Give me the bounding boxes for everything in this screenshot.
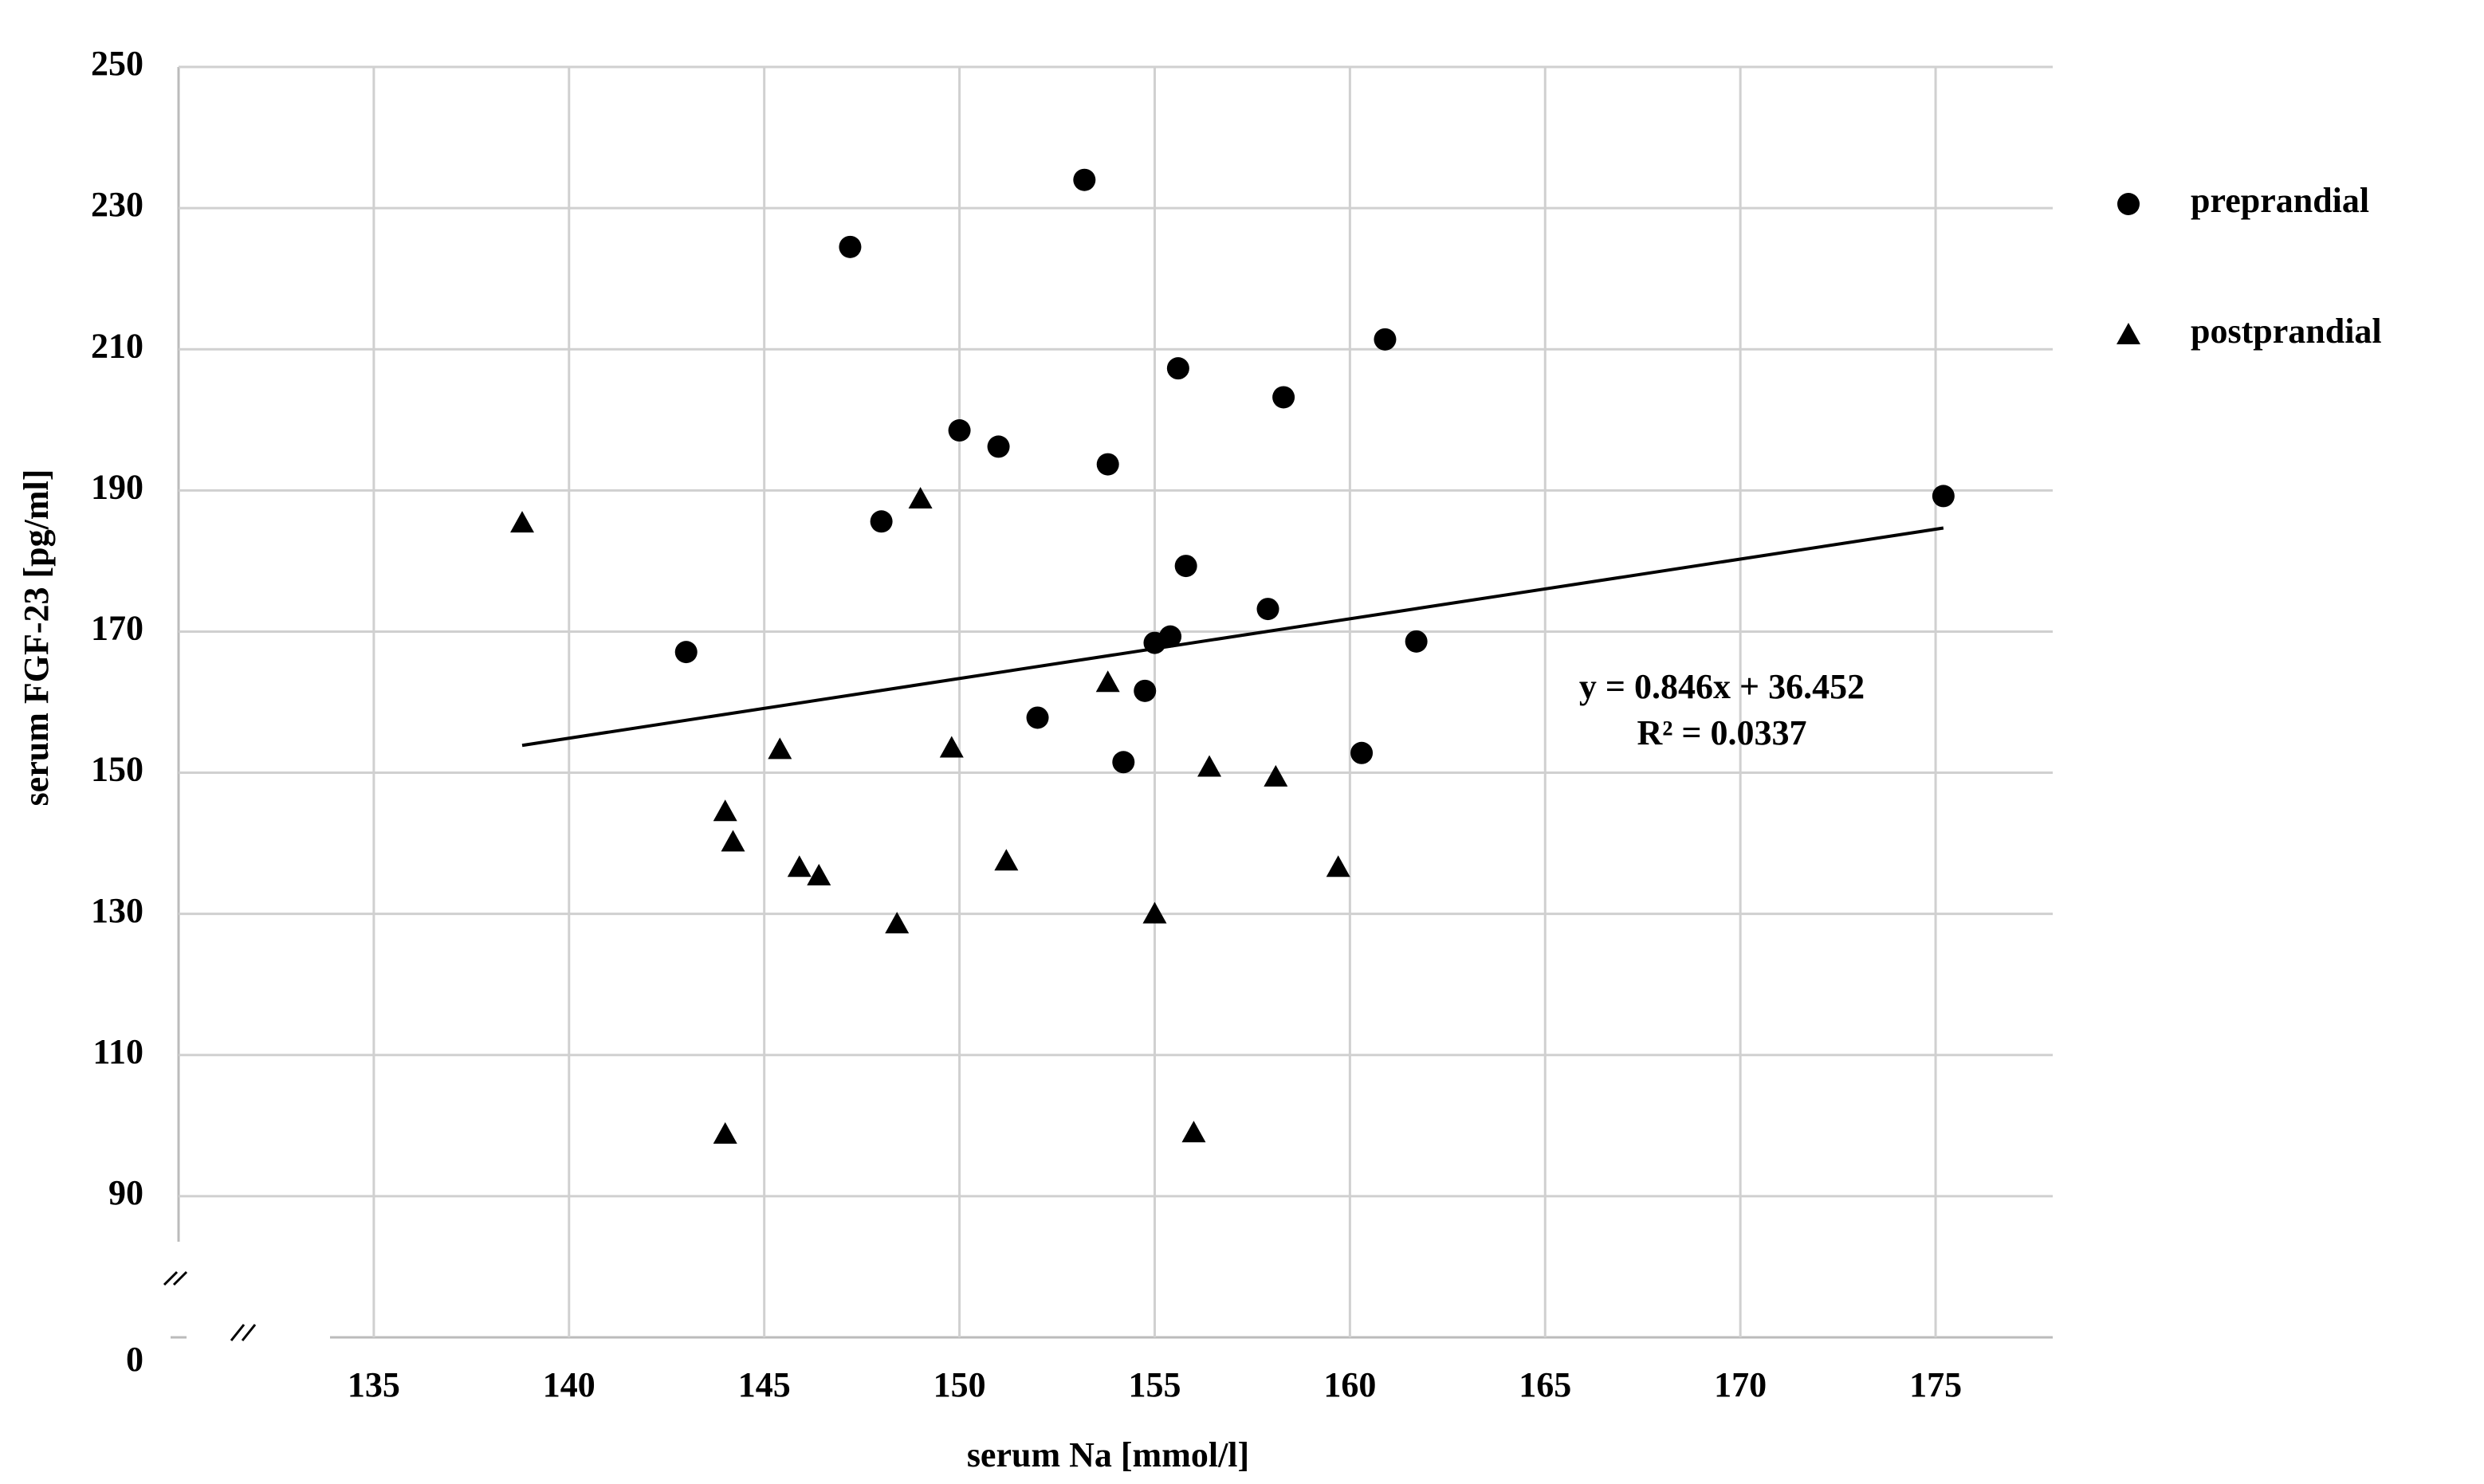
trendline-equation: y = 0.846x + 36.452 [1579, 667, 1865, 706]
triangle-point [807, 863, 831, 885]
circle-point [1134, 679, 1157, 702]
x-tick-label: 140 [543, 1365, 595, 1404]
circle-point [1026, 706, 1049, 729]
y-tick-label: 190 [91, 467, 143, 506]
circle-point [1374, 328, 1397, 351]
circle-point [948, 419, 971, 442]
triangle-point [510, 511, 535, 533]
y-tick-label: 0 [126, 1340, 143, 1379]
axis-break [163, 1270, 257, 1341]
triangle-point [908, 486, 933, 508]
x-tick-label: 145 [738, 1365, 791, 1404]
circle-point [1159, 625, 1182, 648]
circle-point [1112, 751, 1135, 774]
x-tick-label: 135 [348, 1365, 400, 1404]
circle-point [1174, 555, 1197, 578]
triangle-point [994, 849, 1019, 871]
y-tick-label: 150 [91, 750, 143, 789]
triangle-point [768, 737, 792, 760]
triangle-point [1181, 1121, 1206, 1143]
circle-point [674, 641, 698, 664]
legend-marker [2117, 193, 2140, 215]
circle-point [1256, 598, 1279, 621]
x-axis-title: serum Na [mmol/l] [967, 1435, 1249, 1474]
triangle-point [1326, 855, 1350, 877]
trendline-r2: R² = 0.0337 [1637, 713, 1806, 752]
circle-point [1073, 168, 1096, 191]
legend-label: postprandial [2191, 312, 2382, 351]
circle-point [1350, 741, 1374, 764]
x-tick-label: 175 [1909, 1365, 1962, 1404]
circle-point [1096, 453, 1119, 476]
circle-point [1166, 357, 1189, 380]
triangle-point [787, 855, 812, 877]
triangle-point [885, 912, 910, 934]
circle-point [987, 435, 1010, 458]
triangle-point [1197, 755, 1222, 777]
triangle-point [721, 830, 745, 852]
y-tick-label: 130 [91, 891, 143, 930]
y-tick-label: 210 [91, 326, 143, 365]
triangle-point [1142, 901, 1167, 924]
trendline [521, 526, 1944, 748]
y-tick-label: 90 [108, 1173, 143, 1212]
y-axis-title: serum FGF-23 [pg/ml] [17, 469, 56, 807]
circle-point [1932, 485, 1955, 508]
triangle-point [1264, 764, 1288, 787]
y-tick-label: 170 [91, 609, 143, 648]
x-tick-label: 160 [1323, 1365, 1376, 1404]
triangle-point [1095, 670, 1120, 693]
circle-point [1272, 386, 1295, 409]
triangle-point [939, 736, 964, 758]
triangle-point [713, 799, 737, 822]
legend-marker [2117, 323, 2140, 344]
circle-point [839, 235, 862, 258]
y-tick-label: 230 [91, 185, 143, 224]
x-tick-label: 170 [1714, 1365, 1767, 1404]
x-tick-label: 150 [933, 1365, 986, 1404]
circle-point [1405, 630, 1428, 653]
y-tick-label: 250 [91, 44, 143, 83]
y-tick-label: 110 [92, 1032, 143, 1071]
x-tick-label: 165 [1519, 1365, 1571, 1404]
circle-point [870, 510, 893, 533]
legend-label: preprandial [2191, 181, 2369, 220]
triangle-point [713, 1121, 737, 1144]
x-tick-label: 155 [1128, 1365, 1181, 1404]
